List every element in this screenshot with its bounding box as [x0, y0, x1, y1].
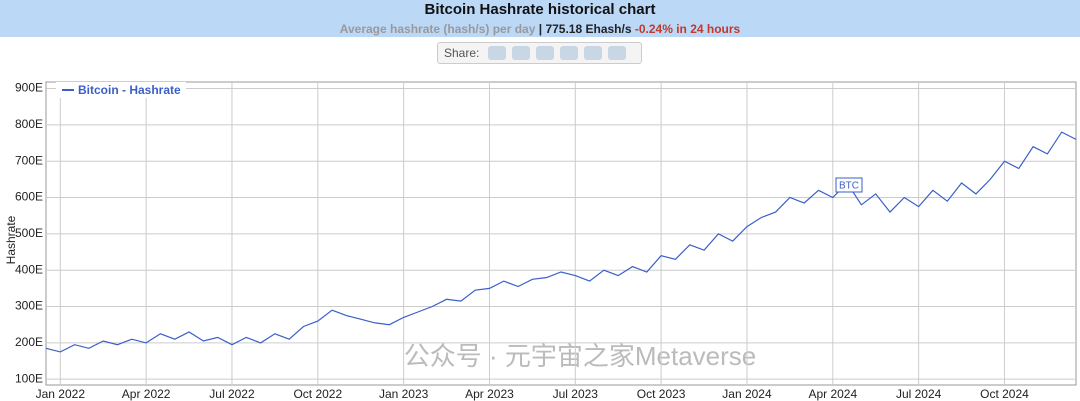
subtitle-value: | 775.18 Ehash/s: [538, 22, 632, 36]
y-tick-label: 100E: [15, 371, 43, 385]
x-tick-label: Apr 2022: [122, 387, 171, 401]
x-tick-label: Jan 2024: [722, 387, 772, 401]
share-icon[interactable]: [536, 46, 555, 60]
y-tick-label: 600E: [15, 190, 43, 204]
x-tick-label: Oct 2024: [980, 387, 1029, 401]
annotation: BTC: [839, 181, 859, 192]
y-tick-label: 200E: [15, 335, 43, 349]
share-label: Share:: [444, 46, 480, 60]
x-tick-label: Jan 2023: [379, 387, 429, 401]
y-tick-label: 800E: [15, 117, 43, 131]
x-tick-label: Jul 2024: [896, 387, 942, 401]
share-icon[interactable]: [584, 46, 603, 60]
data-line: [45, 131, 1077, 353]
annotation-box: [835, 177, 863, 193]
share-icon[interactable]: [608, 46, 627, 60]
y-tick-label: 500E: [15, 226, 43, 240]
watermark: 公众号 · 元宇宙之家Metaverse: [404, 341, 757, 371]
x-tick-label: Apr 2023: [465, 387, 514, 401]
subtitle-label: Average hashrate (hash/s) per day: [339, 22, 536, 36]
share-icon[interactable]: [512, 46, 531, 60]
y-tick-label: 300E: [15, 299, 43, 313]
x-tick-label: Jan 2022: [36, 387, 86, 401]
subtitle-change: -0.24% in 24 hours: [634, 22, 741, 36]
x-tick-label: Oct 2022: [293, 387, 342, 401]
y-tick-label: 700E: [15, 153, 43, 167]
x-tick-label: Oct 2023: [637, 387, 686, 401]
subtitle: Average hashrate (hash/s) per day | 775.…: [0, 22, 1080, 36]
title: Bitcoin Hashrate historical chart: [424, 1, 656, 18]
y-tick-label: 900E: [15, 81, 43, 95]
x-tick-label: Jul 2023: [553, 387, 599, 401]
share-bar: Share:: [437, 42, 642, 64]
header-bar: Bitcoin Hashrate historical chart Averag…: [0, 0, 1080, 37]
y-tick-label: 400E: [15, 262, 43, 276]
x-tick-label: Apr 2024: [808, 387, 857, 401]
share-icon[interactable]: [488, 46, 507, 60]
share-icon[interactable]: [560, 46, 579, 60]
x-tick-label: Jul 2022: [209, 387, 255, 401]
legend-label: Bitcoin - Hashrate: [78, 83, 181, 97]
y-axis-label: Hashrate: [4, 215, 18, 264]
legend-bg: [56, 82, 186, 98]
